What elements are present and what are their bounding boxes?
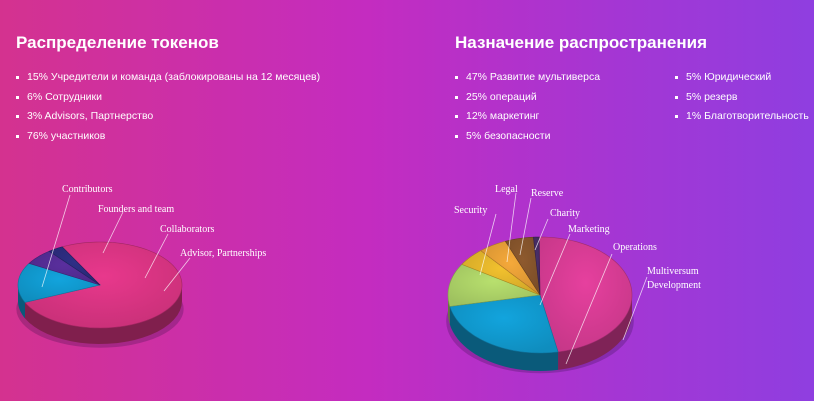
purpose-leader-marketing [539, 233, 571, 306]
distribution-purpose-panel: Назначение распространения 47% Развитие … [440, 0, 814, 401]
token-leader-advisor-partnerships [163, 257, 191, 292]
purpose-label-security: Security [454, 205, 487, 216]
purpose-slice-charity [533, 236, 541, 296]
token-slice-advisor-partnerships [48, 246, 101, 286]
token-slice-side-contributors [25, 285, 183, 344]
purpose-slice-reserve [504, 236, 541, 296]
legend-item: 25% операций [455, 88, 600, 108]
purpose-label-reserve: Reserve [531, 188, 564, 199]
token-distribution-pie-chart: Contributors Founders and team Collaborato… [16, 184, 266, 348]
token-leader-contributors [41, 194, 71, 288]
distribution-purpose-pie-chart: Multiversum Development OperationsMarketin… [446, 184, 701, 374]
purpose-slice-side-operations [449, 306, 559, 371]
purpose-label-charity: Charity [550, 208, 580, 219]
purpose-label-multiversum-development-line2: Development [647, 280, 701, 291]
legend-item: 1% Благотворительность [675, 107, 809, 127]
legend-item: 3% Advisors, Партнерство [16, 107, 320, 127]
token-label-contributors: Contributors [62, 184, 113, 195]
legend-item: 47% Развитие мультиверса [455, 68, 600, 88]
purpose-leader-security [479, 213, 497, 276]
legend-item: 5% резерв [675, 88, 809, 108]
purpose-label-legal: Legal [495, 184, 518, 195]
distribution-purpose-title: Назначение распространения [455, 33, 707, 52]
token-slice-collaborators [28, 250, 101, 286]
purpose-leader-multiversum-development [622, 276, 648, 341]
legend-item: 5% Юридический [675, 68, 809, 88]
token-label-collaborators: Collaborators [160, 224, 215, 235]
token-leader-founders-and-team [102, 211, 124, 254]
token-slice-side-founders-and-team [18, 285, 26, 319]
purpose-leader-charity [534, 218, 549, 251]
legend-item: 76% участников [16, 127, 320, 147]
token-label-advisor-partnerships: Advisor, Partnerships [180, 248, 266, 259]
purpose-slice-marketing [447, 264, 541, 307]
purpose-slice-operations [449, 294, 559, 354]
purpose-leader-legal [506, 192, 517, 263]
purpose-label-operations: Operations [613, 242, 657, 253]
purpose-label-multiversum-development: Multiversum [647, 266, 699, 277]
legend-item: 6% Сотрудники [16, 88, 320, 108]
purpose-leader-operations [565, 253, 613, 365]
token-leader-collaborators [144, 233, 169, 279]
purpose-slice-legal [480, 240, 541, 296]
legend-item: 15% Учредители и команда (заблокированы … [16, 68, 320, 88]
token-slice-founders-and-team [17, 263, 102, 303]
purpose-slice-side-multiversum-development [558, 295, 632, 370]
purpose-label-marketing: Marketing [568, 224, 610, 235]
token-slice-contributors [24, 241, 183, 329]
purpose-slice-security [461, 250, 541, 296]
distribution-purpose-legend-col2: 5% Юридический 5% резерв 1% Благотворите… [675, 68, 809, 127]
token-distribution-title: Распределение токенов [16, 33, 219, 52]
distribution-purpose-legend-col1: 47% Развитие мультиверса 25% операций 12… [455, 68, 600, 146]
token-label-founders-and-team: Founders and team [98, 204, 174, 215]
purpose-slice-multiversum-development [538, 236, 633, 353]
token-distribution-legend: 15% Учредители и команда (заблокированы … [16, 68, 320, 146]
legend-item: 12% маркетинг [455, 107, 600, 127]
legend-item: 5% безопасности [455, 127, 600, 147]
token-distribution-panel: Распределение токенов 15% Учредители и к… [0, 0, 420, 401]
purpose-leader-reserve [519, 197, 532, 256]
